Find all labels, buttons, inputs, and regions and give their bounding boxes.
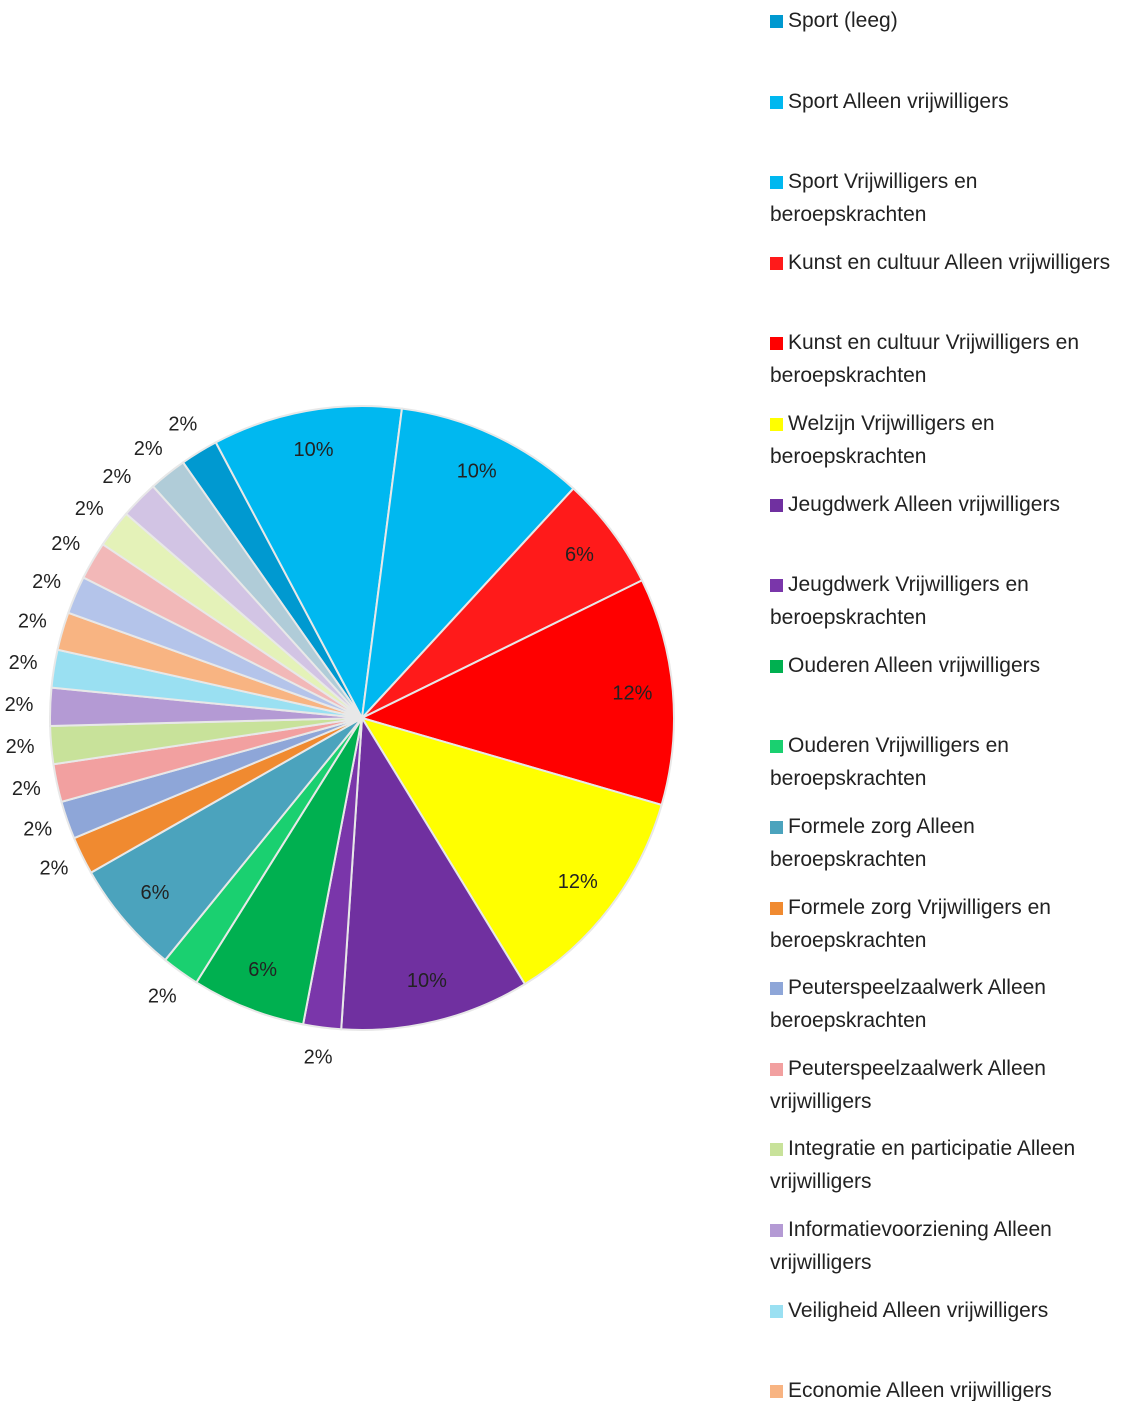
legend-entry: Integratie en participatie Alleen vrijwi… xyxy=(770,1132,1130,1198)
data-label: 12% xyxy=(558,871,598,893)
legend-entry: Informatievoorziening Alleen vrijwillige… xyxy=(770,1213,1130,1279)
data-label: 6% xyxy=(565,544,594,566)
legend-entry: Veiligheid Alleen vrijwilligers xyxy=(770,1294,1130,1327)
data-label: 10% xyxy=(293,439,333,461)
data-label: 12% xyxy=(612,683,652,705)
legend-swatch xyxy=(770,15,783,28)
legend-entry: Economie Alleen vrijwilligers xyxy=(770,1374,1130,1401)
legend-label: Ouderen Vrijwilligers en beroepskrachten xyxy=(770,734,1009,791)
legend-entry: Peuterspeelzaalwerk Alleen beroepskracht… xyxy=(770,971,1130,1037)
data-label: 2% xyxy=(40,858,69,880)
legend-swatch xyxy=(770,659,783,673)
legend-swatch xyxy=(770,1062,783,1076)
data-label: 2% xyxy=(6,736,35,758)
data-label: 2% xyxy=(32,571,61,593)
legend-label: Informatievoorziening Alleen vrijwillige… xyxy=(770,1218,1052,1274)
legend-swatch xyxy=(770,256,783,270)
legend-label: Sport Alleen vrijwilligers xyxy=(788,89,1009,113)
legend-label: Veiligheid Alleen vrijwilligers xyxy=(788,1298,1049,1322)
legend-label: Economie Alleen vrijwilligers xyxy=(788,1379,1052,1401)
data-label: 2% xyxy=(23,819,52,841)
legend-label: Sport Vrijwilligers en beroepskrachten xyxy=(770,170,978,227)
legend-entry: Sport Vrijwilligers en beroepskrachten xyxy=(770,165,1130,231)
data-label: 2% xyxy=(5,694,34,716)
legend-label: Jeugdwerk Alleen vrijwilligers xyxy=(788,492,1060,516)
legend-swatch xyxy=(770,821,783,834)
legend-swatch xyxy=(770,1304,783,1318)
legend-label: Kunst en cultuur Alleen vrijwilligers xyxy=(788,250,1111,274)
legend-entry: Formele zorg Vrijwilligers en beroepskra… xyxy=(770,891,1130,957)
legend-swatch xyxy=(770,337,783,351)
legend-swatch xyxy=(770,176,783,190)
legend-entry: Jeugdwerk Vrijwilligers en beroepskracht… xyxy=(770,568,1130,634)
pie-slice xyxy=(214,405,404,722)
data-label: 2% xyxy=(75,498,104,520)
legend-label: Jeugdwerk Vrijwilligers en beroepskracht… xyxy=(770,573,1029,630)
legend-label: Peuterspeelzaalwerk Alleen vrijwilligers xyxy=(770,1056,1046,1113)
data-label: 10% xyxy=(407,970,447,992)
legend-label: Kunst en cultuur Vrijwilligers en beroep… xyxy=(770,331,1080,388)
legend-label: Welzijn Vrijwilligers en beroepskrachten xyxy=(770,412,995,468)
pie-slice xyxy=(360,407,575,721)
pie-slice xyxy=(359,716,663,986)
legend-entry: Sport (leeg) xyxy=(770,4,1130,37)
legend-swatch xyxy=(770,901,783,915)
legend-entry: Peuterspeelzaalwerk Alleen vrijwilligers xyxy=(770,1052,1130,1118)
data-label: 2% xyxy=(148,985,177,1007)
data-label: 2% xyxy=(304,1047,333,1069)
data-label: 6% xyxy=(141,882,170,904)
legend-label: Integratie en participatie Alleen vrijwi… xyxy=(770,1137,1076,1194)
legend-entry: Formele zorg Alleen beroepskrachten xyxy=(770,810,1130,876)
legend-entry: Ouderen Alleen vrijwilligers xyxy=(770,649,1130,682)
data-label: 6% xyxy=(248,959,277,981)
data-label: 2% xyxy=(102,466,131,488)
pie-slice xyxy=(340,714,527,1031)
data-label: 2% xyxy=(134,438,163,460)
legend-swatch xyxy=(770,498,783,512)
pie-slice xyxy=(151,461,363,719)
legend-entry: Sport Alleen vrijwilligers xyxy=(770,85,1130,118)
legend-entry: Welzijn Vrijwilligers en beroepskrachten xyxy=(770,407,1130,473)
data-label: 2% xyxy=(9,652,38,674)
data-label: 2% xyxy=(168,414,197,436)
legend-label: Ouderen Alleen vrijwilligers xyxy=(788,653,1041,677)
legend-entry: Kunst en cultuur Vrijwilligers en beroep… xyxy=(770,326,1130,392)
legend-swatch xyxy=(770,579,783,593)
data-label: 2% xyxy=(12,778,41,800)
legend-entry: Kunst en cultuur Alleen vrijwilligers xyxy=(770,246,1130,279)
legend-entry: Ouderen Vrijwilligers en beroepskrachten xyxy=(770,729,1130,795)
legend-swatch xyxy=(770,1385,783,1399)
legend-swatch xyxy=(770,982,783,996)
legend-swatch xyxy=(770,740,783,754)
legend-swatch xyxy=(770,418,783,431)
pie-area: 2%10%10%6%12%12%10%2%6%2%6%2%2%2%2%2%2%2… xyxy=(5,405,675,1069)
legend-swatch xyxy=(770,1224,783,1237)
legend-label: Formele zorg Alleen beroepskrachten xyxy=(770,815,975,871)
legend-label: Sport (leeg) xyxy=(788,9,898,32)
legend-entry: Jeugdwerk Alleen vrijwilligers xyxy=(770,488,1130,521)
data-label: 2% xyxy=(18,611,47,633)
pie-slice xyxy=(359,579,675,807)
legend-label: Formele zorg Vrijwilligers en beroepskra… xyxy=(770,895,1051,952)
legend-swatch xyxy=(770,95,783,109)
data-label: 10% xyxy=(457,460,497,482)
data-label: 2% xyxy=(51,533,80,555)
legend-label: Peuterspeelzaalwerk Alleen beroepskracht… xyxy=(770,976,1046,1033)
legend-swatch xyxy=(770,1143,783,1157)
